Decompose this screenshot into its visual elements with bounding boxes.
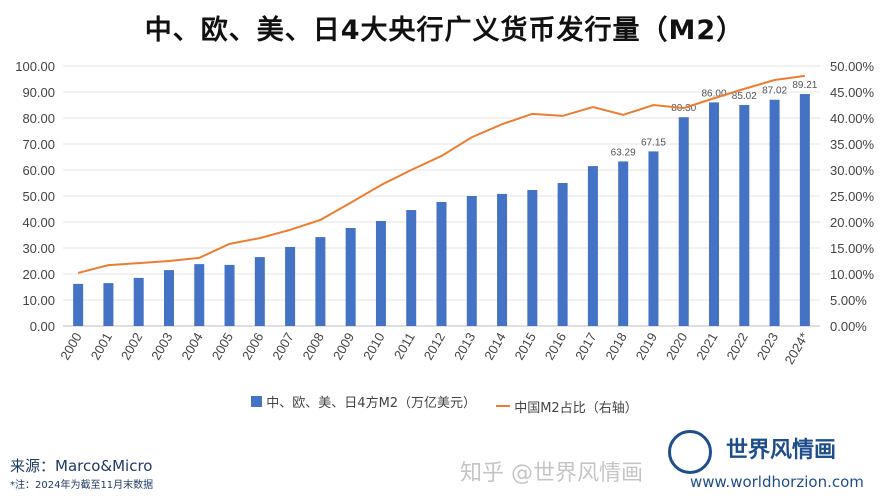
x-tick-label: 2011 — [391, 330, 418, 362]
x-tick-label: 2008 — [300, 330, 327, 363]
y2-tick-label: 0.00% — [830, 319, 867, 334]
x-tick-label: 2000 — [57, 330, 84, 363]
watermark: 知乎 @世界风情画 — [460, 461, 643, 486]
y-tick-label: 80.00 — [22, 111, 55, 126]
x-tick-label: 2016 — [542, 330, 569, 363]
x-tick-label: 2024* — [781, 330, 811, 367]
bar-2009 — [345, 227, 356, 326]
bar-2015 — [527, 190, 538, 326]
bar-2011 — [406, 210, 417, 326]
data-label: 67.15 — [641, 137, 666, 148]
legend-label-bar: 中、欧、美、日4方M2（万亿美元） — [266, 396, 477, 411]
chart: 0.00 10.00 20.00 30.00 40.00 50.00 60.00 70.00 8… — [15, 59, 875, 367]
x-tick-label: 2004 — [178, 330, 205, 363]
x-tick-label: 2012 — [421, 330, 448, 363]
bar-2008 — [315, 237, 326, 326]
legend-item-bar: 中、欧、美、日4方M2（万亿美元） — [251, 392, 476, 411]
globe-logo-icon — [668, 430, 712, 474]
x-tick-label: 2001 — [88, 330, 115, 363]
chart-title: 中、欧、美、日4大央行广义货币发行量（M2） — [144, 15, 745, 46]
y2-tick-label: 40.00% — [830, 111, 875, 126]
bar-2012 — [436, 201, 447, 326]
y-tick-label: 10.00 — [22, 293, 55, 308]
brand-logo: 世界风情画 www.worldhorzion.com — [668, 430, 883, 495]
x-tick-label: 2019 — [633, 330, 660, 363]
bar-2000 — [73, 283, 84, 326]
x-tick-label: 2009 — [330, 330, 357, 363]
y2-tick-label: 45.00% — [830, 85, 875, 100]
x-tick-label: 2005 — [209, 330, 236, 363]
bar-2017 — [587, 166, 598, 326]
bar-2002 — [133, 277, 144, 326]
y2-tick-label: 10.00% — [830, 267, 875, 282]
y2-tick-label: 15.00% — [830, 241, 875, 256]
x-tick-label: 2020 — [663, 330, 690, 363]
y-tick-label: 60.00 — [22, 163, 55, 178]
bar-2013 — [466, 196, 477, 326]
brand-name: 世界风情画 — [726, 438, 837, 463]
x-tick-label: 2015 — [511, 330, 538, 363]
y-tick-label: 20.00 — [22, 267, 55, 282]
legend-swatch-line — [496, 405, 511, 407]
x-tick-label: 2007 — [269, 330, 296, 363]
data-label: 63.29 — [611, 147, 636, 158]
y-tick-label: 90.00 — [22, 85, 55, 100]
bar-2023 — [769, 99, 780, 326]
bar-2021 — [709, 102, 720, 327]
bar-2010 — [375, 220, 386, 326]
data-label: 86.00 — [702, 88, 727, 99]
x-tick-label: 2013 — [451, 330, 478, 363]
y-tick-label: 30.00 — [22, 241, 55, 256]
bar-2001 — [103, 283, 114, 326]
bar-2019 — [648, 151, 659, 326]
x-tick-label: 2022 — [723, 330, 750, 363]
bar-2014 — [497, 193, 508, 326]
y-tick-label: 100.00 — [15, 59, 55, 74]
note-text: *注：2024年为截至11月末数据 — [10, 480, 154, 491]
x-tick-label: 2021 — [693, 330, 720, 363]
bar-2003 — [163, 270, 174, 326]
x-tick-label: 2006 — [239, 330, 266, 363]
bar-2007 — [285, 246, 296, 326]
data-label: 89.21 — [792, 80, 817, 91]
y-tick-label: 70.00 — [22, 137, 55, 152]
x-tick-label: 2010 — [360, 330, 387, 363]
brand-url: www.worldhorzion.com — [690, 473, 864, 491]
bar-2016 — [557, 183, 568, 326]
bar-2018 — [618, 161, 629, 326]
legend: 中、欧、美、日4方M2（万亿美元） 中国M2占比（右轴） — [0, 392, 889, 416]
x-tick-label: 2018 — [602, 330, 629, 363]
bar-2024* — [799, 94, 810, 326]
bar-2022 — [739, 104, 750, 326]
legend-item-line: 中国M2占比（右轴） — [496, 397, 638, 416]
x-tick-label: 2014 — [481, 330, 508, 363]
y-tick-label: 0.00 — [30, 319, 55, 334]
legend-label-line: 中国M2占比（右轴） — [514, 400, 638, 416]
data-label: 87.02 — [762, 86, 787, 97]
y2-tick-label: 30.00% — [830, 163, 875, 178]
x-tick-label: 2003 — [148, 330, 175, 363]
bar-2006 — [254, 257, 265, 326]
y2-tick-label: 35.00% — [830, 137, 875, 152]
bar-2005 — [224, 264, 235, 326]
legend-swatch-bar — [251, 396, 263, 407]
y-tick-label: 40.00 — [22, 215, 55, 230]
x-tick-label: 2017 — [572, 330, 599, 363]
source-text: 来源：Marco&Micro — [10, 457, 153, 475]
y-tick-label: 50.00 — [22, 189, 55, 204]
y2-tick-label: 50.00% — [830, 59, 875, 74]
data-label: 85.02 — [732, 91, 757, 102]
x-tick-label: 2023 — [754, 330, 781, 363]
y2-tick-label: 25.00% — [830, 189, 875, 204]
y2-tick-label: 5.00% — [830, 293, 867, 308]
x-tick-label: 2002 — [118, 330, 145, 363]
bar-2020 — [678, 117, 689, 326]
y2-tick-label: 20.00% — [830, 215, 875, 230]
bar-2004 — [194, 264, 205, 326]
